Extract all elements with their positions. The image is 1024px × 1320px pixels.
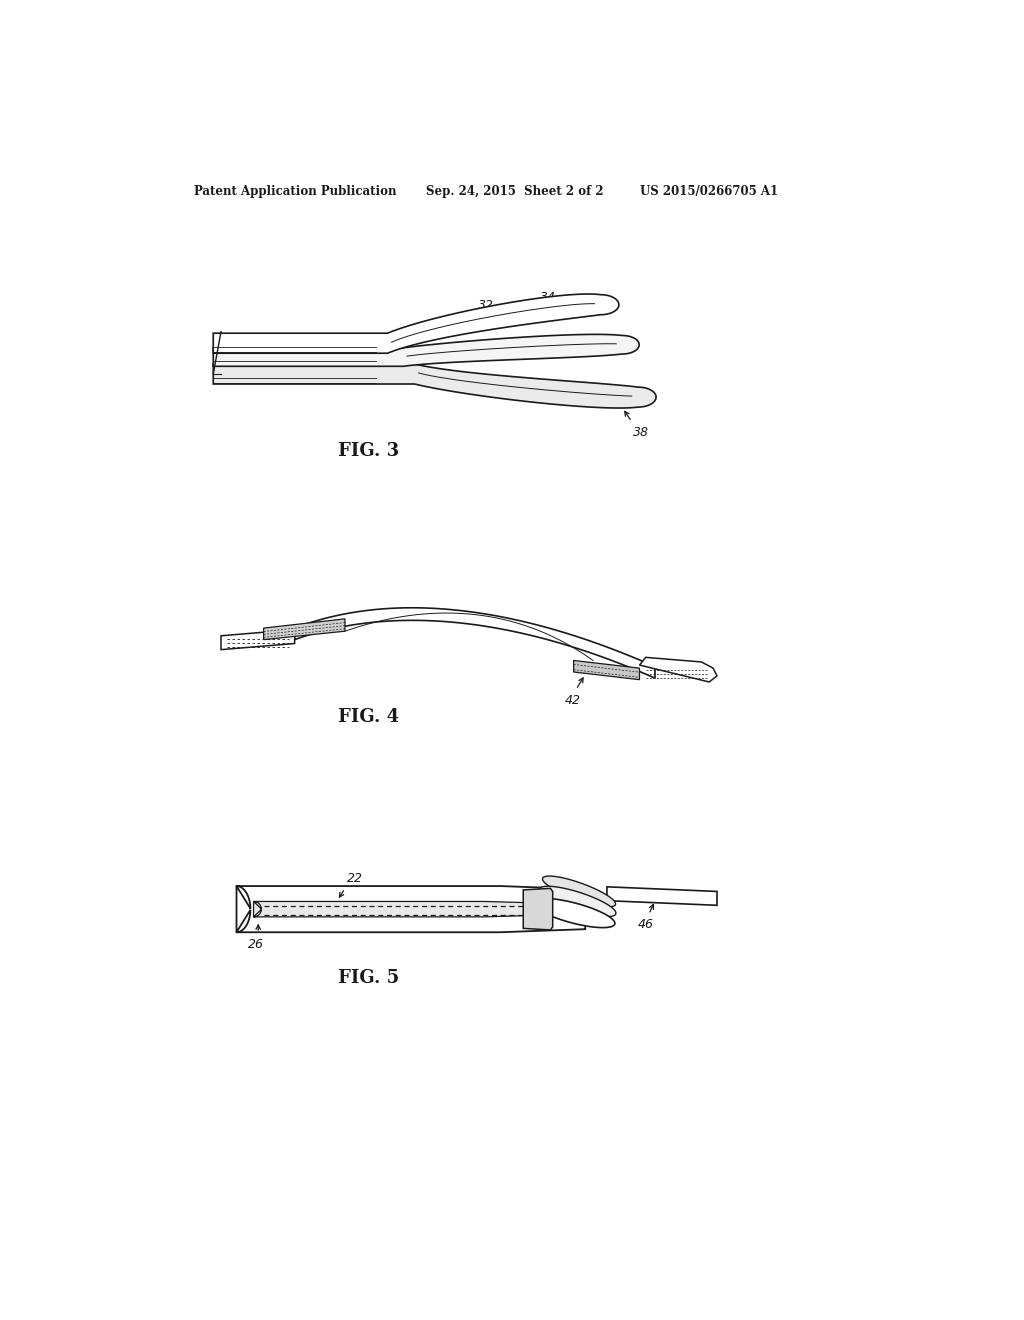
Text: 26: 26 bbox=[248, 937, 264, 950]
Text: 34: 34 bbox=[541, 290, 556, 304]
Text: Sep. 24, 2015  Sheet 2 of 2: Sep. 24, 2015 Sheet 2 of 2 bbox=[426, 185, 604, 198]
Polygon shape bbox=[640, 657, 717, 682]
Polygon shape bbox=[523, 888, 553, 929]
Polygon shape bbox=[532, 899, 614, 928]
Polygon shape bbox=[539, 886, 615, 916]
Polygon shape bbox=[221, 630, 295, 649]
Text: 38: 38 bbox=[633, 426, 649, 440]
Polygon shape bbox=[295, 607, 655, 678]
Polygon shape bbox=[573, 660, 640, 680]
Polygon shape bbox=[213, 334, 639, 367]
Text: 42: 42 bbox=[565, 693, 581, 706]
Text: 22: 22 bbox=[347, 871, 364, 884]
Polygon shape bbox=[263, 619, 345, 640]
Polygon shape bbox=[213, 294, 618, 354]
Text: US 2015/0266705 A1: US 2015/0266705 A1 bbox=[640, 185, 777, 198]
Polygon shape bbox=[213, 364, 656, 408]
Text: Patent Application Publication: Patent Application Publication bbox=[194, 185, 396, 198]
Polygon shape bbox=[543, 876, 615, 907]
Polygon shape bbox=[607, 887, 717, 906]
Text: 32: 32 bbox=[478, 298, 494, 312]
Polygon shape bbox=[254, 902, 566, 917]
Text: FIG. 5: FIG. 5 bbox=[338, 969, 399, 987]
Polygon shape bbox=[237, 886, 586, 932]
Text: FIG. 3: FIG. 3 bbox=[338, 442, 398, 459]
Text: FIG. 4: FIG. 4 bbox=[338, 708, 398, 726]
Text: 46: 46 bbox=[638, 919, 653, 932]
